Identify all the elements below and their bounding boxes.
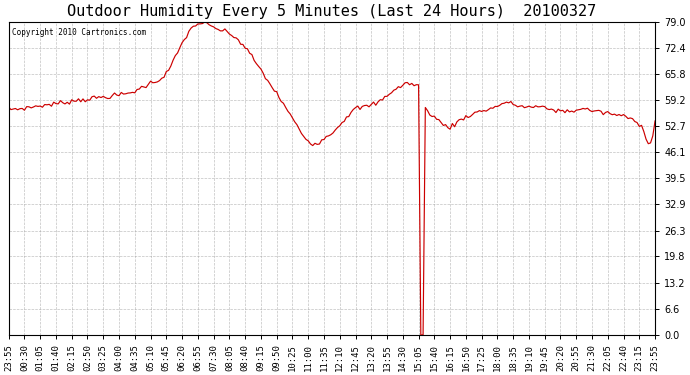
- Text: Copyright 2010 Cartronics.com: Copyright 2010 Cartronics.com: [12, 28, 146, 37]
- Title: Outdoor Humidity Every 5 Minutes (Last 24 Hours)  20100327: Outdoor Humidity Every 5 Minutes (Last 2…: [67, 4, 596, 19]
